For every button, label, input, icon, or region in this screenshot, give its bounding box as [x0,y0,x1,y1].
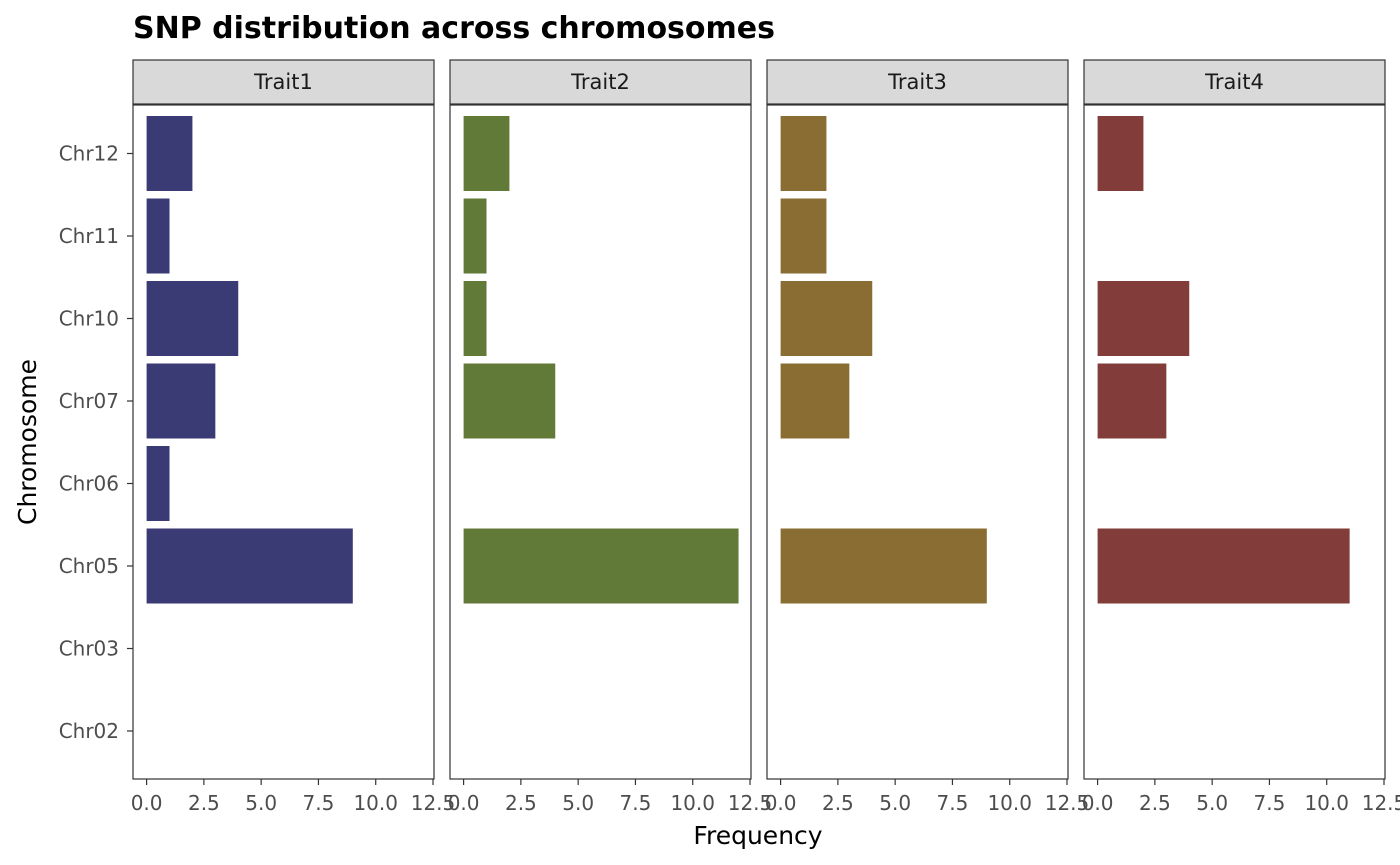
facet-panel-trait1: Trait1 0.0 2.5 5.0 7.5 10.0 12.5 [131,59,456,815]
x-tick-label: 7.5 [937,791,969,815]
bar-trait4-chr07 [1097,363,1167,439]
x-tick-label: 10.0 [353,791,398,815]
y-axis-title: Chromosome [13,359,42,525]
facet-panel-trait4: Trait4 0.0 2.5 5.0 7.5 10.0 12.5 [1082,59,1400,815]
panel-background [133,105,434,779]
bar-trait4-chr05 [1097,528,1350,604]
facet-strip [766,59,1069,105]
x-tick-label: 0.0 [131,791,163,815]
facet-panel-trait2: Trait2 0.0 2.5 5.0 7.5 10.0 12.5 [448,59,773,815]
facet-strip-label: Trait4 [1204,70,1264,94]
x-tick-label: 5.0 [879,791,911,815]
y-tick-label-chr11: Chr11 [59,224,119,248]
bar-trait2-chr10 [463,281,487,356]
panel-border [132,104,435,780]
y-tick-label-chr10: Chr10 [59,307,119,331]
x-tick-label: 2.5 [1139,791,1171,815]
x-tick-label: 10.0 [1304,791,1349,815]
bar-trait1-chr12 [146,116,193,191]
bar-trait3-chr10 [780,281,873,356]
y-axis: Chr02 Chr03 Chr05 Chr06 Chr07 Chr10 Chr11 Chr12 [59,142,133,743]
x-tick-label: 0.0 [765,791,797,815]
facet-strip-label: Trait1 [253,70,313,94]
panel-border [1083,104,1386,780]
bar-trait4-chr10 [1097,281,1190,356]
y-tick-label-chr02: Chr02 [59,719,119,743]
x-tick-label: 7.5 [1254,791,1286,815]
bar-trait1-chr05 [146,528,353,604]
facet-strip [1083,59,1386,105]
panel-background [1084,105,1385,779]
bar-trait2-chr11 [463,198,487,274]
bar-trait3-chr11 [780,198,827,274]
facet-strip [132,59,435,105]
facet-panels: Trait1 0.0 2.5 5.0 7.5 10.0 12.5 Trait2 0.0 2.5 5.… [131,59,1400,815]
panel-background [450,105,751,779]
bar-trait3-chr07 [780,363,850,439]
y-tick-label-chr06: Chr06 [59,472,119,496]
y-tick-label-chr03: Chr03 [59,637,119,661]
x-tick-label: 12.5 [1362,791,1400,815]
bar-trait3-chr05 [780,528,987,604]
y-tick-label-chr05: Chr05 [59,554,119,578]
bar-trait2-chr07 [463,363,556,439]
bar-trait3-chr12 [780,116,827,191]
bar-trait1-chr07 [146,363,216,439]
x-tick-label: 12.5 [728,791,773,815]
x-tick-label: 5.0 [245,791,277,815]
x-tick-label: 2.5 [822,791,854,815]
x-tick-label: 12.5 [1045,791,1090,815]
x-tick-label: 7.5 [620,791,652,815]
x-tick-label: 5.0 [1196,791,1228,815]
bar-trait1-chr10 [146,281,239,356]
panel-border [766,104,1069,780]
bar-trait2-chr12 [463,116,510,191]
x-tick-label: 12.5 [411,791,456,815]
x-tick-label: 10.0 [987,791,1032,815]
bar-trait1-chr06 [146,446,170,521]
panel-border [449,104,752,780]
x-tick-label: 2.5 [505,791,537,815]
facet-strip-label: Trait2 [570,70,630,94]
y-tick-label-chr07: Chr07 [59,389,119,413]
x-tick-label: 2.5 [188,791,220,815]
x-axis-title: Frequency [693,821,822,850]
x-tick-label: 5.0 [562,791,594,815]
facet-strip-label: Trait3 [887,70,947,94]
x-tick-label: 0.0 [1082,791,1114,815]
facet-strip [449,59,752,105]
x-tick-label: 0.0 [448,791,480,815]
x-tick-label: 7.5 [303,791,335,815]
facet-panel-trait3: Trait3 0.0 2.5 5.0 7.5 10.0 12.5 [765,59,1090,815]
chart-title: SNP distribution across chromosomes [133,11,775,46]
bar-trait4-chr12 [1097,116,1144,191]
y-tick-label-chr12: Chr12 [59,142,119,166]
x-tick-label: 10.0 [670,791,715,815]
bar-trait1-chr11 [146,198,170,274]
bar-trait2-chr05 [463,528,739,604]
